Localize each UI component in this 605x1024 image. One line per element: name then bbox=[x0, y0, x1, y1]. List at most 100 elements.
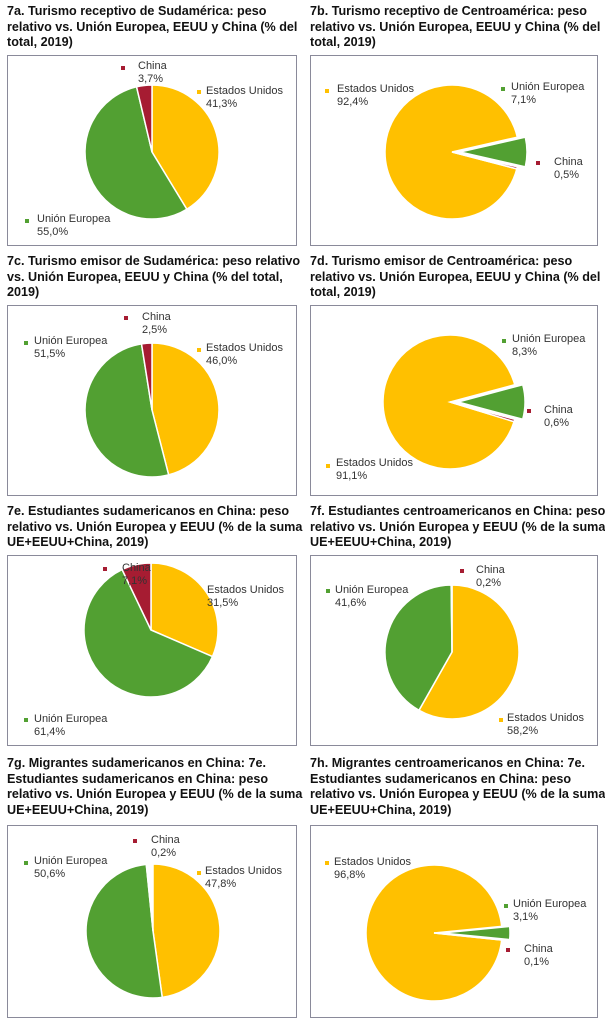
data-label: Estados Unidos 96,8% bbox=[334, 856, 411, 882]
data-label: Estados Unidos 41,3% bbox=[206, 85, 283, 111]
pie-slice-china bbox=[433, 932, 503, 941]
legend-marker bbox=[326, 589, 330, 593]
legend-marker bbox=[24, 718, 28, 722]
slice-name: Unión Europea bbox=[335, 584, 409, 596]
legend-marker bbox=[121, 66, 125, 70]
legend-marker bbox=[536, 161, 540, 165]
slice-value: 31,5% bbox=[207, 597, 239, 609]
slice-value: 0,2% bbox=[476, 577, 502, 589]
slice-value: 92,4% bbox=[337, 96, 369, 108]
data-label: China 0,2% bbox=[151, 834, 180, 860]
pie-slice-union-europea bbox=[83, 568, 214, 698]
slice-name: China bbox=[524, 943, 553, 955]
pie-slice-union-europea bbox=[459, 136, 528, 168]
slice-name: Unión Europea bbox=[34, 855, 108, 867]
chart-title: 7e. Estudiantes sudamericanos en China: … bbox=[7, 504, 303, 549]
slice-value: 58,2% bbox=[507, 725, 539, 737]
pie-slice-union-europea bbox=[84, 342, 170, 478]
legend-marker bbox=[197, 871, 201, 875]
slice-value: 46,0% bbox=[206, 355, 238, 367]
legend-marker bbox=[197, 90, 201, 94]
slice-value: 0,2% bbox=[151, 847, 177, 859]
slice-name: China bbox=[142, 311, 171, 323]
legend-marker bbox=[197, 348, 201, 352]
slice-value: 50,6% bbox=[34, 868, 66, 880]
legend-marker bbox=[460, 569, 464, 573]
chart-title: 7c. Turismo emisor de Sudamérica: peso r… bbox=[7, 254, 301, 299]
slice-value: 8,3% bbox=[512, 346, 538, 358]
data-label: Unión Europea 3,1% bbox=[513, 898, 586, 924]
data-label: Estados Unidos 46,0% bbox=[206, 342, 283, 368]
data-label: China 0,1% bbox=[524, 943, 553, 969]
slice-name: Unión Europea bbox=[512, 333, 586, 345]
slice-value: 91,1% bbox=[336, 470, 368, 482]
pie-slice-estados-unidos bbox=[382, 334, 516, 470]
data-label: Unión Europea 41,6% bbox=[335, 584, 408, 610]
slice-name: Unión Europea bbox=[37, 213, 111, 225]
legend-marker bbox=[197, 589, 201, 593]
data-label: Unión Europea 8,3% bbox=[512, 333, 585, 359]
slice-value: 41,3% bbox=[206, 98, 238, 110]
legend-marker bbox=[527, 409, 531, 413]
slice-value: 0,6% bbox=[544, 417, 570, 429]
chart-title: 7h. Migrantes centroamericanos en China:… bbox=[310, 756, 605, 817]
pie-slice-estados-unidos bbox=[365, 864, 503, 1002]
legend-marker bbox=[502, 339, 506, 343]
data-label: Estados Unidos 91,1% bbox=[336, 457, 413, 483]
legend-marker bbox=[501, 87, 505, 91]
slice-name: Unión Europea bbox=[34, 713, 108, 725]
data-label: Unión Europea 61,4% bbox=[34, 713, 107, 739]
slice-name: Estados Unidos bbox=[207, 584, 285, 596]
slice-name: China bbox=[138, 60, 167, 72]
data-label: Unión Europea 7,1% bbox=[511, 81, 584, 107]
slice-name: Estados Unidos bbox=[206, 342, 284, 354]
slice-name: Estados Unidos bbox=[507, 712, 585, 724]
slice-value: 41,6% bbox=[335, 597, 367, 609]
legend-marker bbox=[325, 861, 329, 865]
slice-name: Unión Europea bbox=[34, 335, 108, 347]
slice-value: 2,5% bbox=[142, 324, 168, 336]
slice-name: Estados Unidos bbox=[337, 83, 415, 95]
data-label: China 7,1% bbox=[122, 562, 151, 588]
slice-name: Estados Unidos bbox=[205, 865, 283, 877]
pie-slice-china bbox=[451, 151, 519, 170]
pie-slice-union-europea bbox=[85, 863, 164, 999]
data-label: China 0,5% bbox=[554, 156, 583, 182]
legend-marker bbox=[325, 89, 329, 93]
legend-marker bbox=[504, 904, 508, 908]
data-label: Estados Unidos 47,8% bbox=[205, 865, 282, 891]
legend-marker bbox=[24, 861, 28, 865]
slice-name: China bbox=[476, 564, 505, 576]
legend-marker bbox=[133, 839, 137, 843]
slice-value: 0,1% bbox=[524, 956, 550, 968]
pie-slice-china bbox=[145, 863, 154, 932]
slice-name: Unión Europea bbox=[511, 81, 585, 93]
data-label: Unión Europea 55,0% bbox=[37, 213, 110, 239]
legend-marker bbox=[24, 341, 28, 345]
slice-value: 7,1% bbox=[122, 575, 148, 587]
chart-title: 7f. Estudiantes centroamericanos en Chin… bbox=[310, 504, 605, 549]
data-label: China 0,6% bbox=[544, 404, 573, 430]
slice-value: 96,8% bbox=[334, 869, 366, 881]
slice-value: 3,1% bbox=[513, 911, 539, 923]
data-label: Estados Unidos 92,4% bbox=[337, 83, 414, 109]
pie-slice-china bbox=[450, 584, 453, 653]
slice-name: China bbox=[151, 834, 180, 846]
pie-slice-union-europea bbox=[384, 584, 453, 712]
data-label: Unión Europea 50,6% bbox=[34, 855, 107, 881]
chart-title: 7g. Migrantes sudamericanos en China: 7e… bbox=[7, 756, 303, 817]
chart-title: 7d. Turismo emisor de Centroamérica: pes… bbox=[310, 254, 601, 299]
slice-name: Estados Unidos bbox=[336, 457, 414, 469]
legend-marker bbox=[506, 948, 510, 952]
legend-marker bbox=[25, 219, 29, 223]
slice-name: Unión Europea bbox=[513, 898, 587, 910]
pie-slice-estados-unidos bbox=[417, 584, 520, 720]
data-label: China 0,2% bbox=[476, 564, 505, 590]
pie-slice-union-europea bbox=[441, 925, 511, 941]
slice-name: Estados Unidos bbox=[206, 85, 284, 97]
